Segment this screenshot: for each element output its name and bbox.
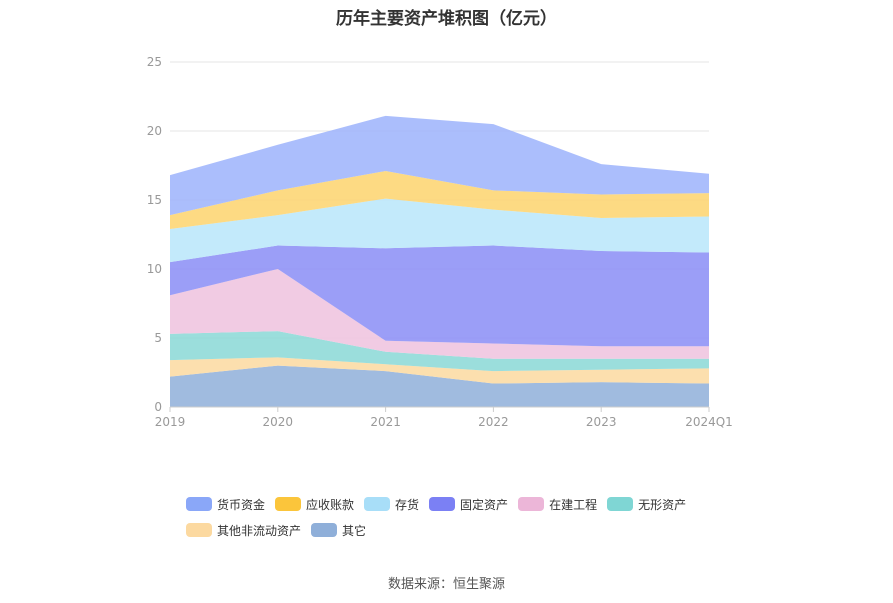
area-series-5 — [170, 198, 709, 263]
area-series-0 — [170, 365, 709, 407]
y-tick-label: 20 — [147, 124, 162, 138]
y-tick-label: 5 — [154, 331, 162, 345]
legend-swatch — [275, 497, 302, 511]
x-tick-label: 2024Q1 — [685, 415, 733, 429]
legend-swatch — [607, 497, 634, 511]
legend-label: 存货 — [395, 497, 420, 512]
area-series-7 — [170, 115, 709, 216]
legend-swatch — [186, 497, 212, 511]
area-series-2 — [170, 331, 709, 372]
legend-label: 应收账款 — [306, 497, 355, 512]
y-tick-label: 15 — [147, 193, 162, 207]
x-tick-label: 2023 — [586, 415, 617, 429]
legend-swatch — [364, 497, 391, 511]
legend-item[interactable]: 货币资金 — [186, 495, 265, 513]
x-tick-label: 2020 — [263, 415, 294, 429]
legend-swatch — [186, 523, 212, 537]
legend-item[interactable]: 固定资产 — [429, 495, 508, 513]
legend-label: 其他非流动资产 — [217, 523, 302, 538]
area-series-6 — [170, 171, 709, 229]
legend-label: 固定资产 — [460, 497, 509, 512]
legend-item[interactable]: 存货 — [364, 495, 419, 513]
legend-label: 无形资产 — [638, 497, 687, 512]
legend: 货币资金 应收账款 存货 固定资产 在建工程 无形资产其他非流动资产 其它 — [186, 495, 746, 547]
legend-item[interactable]: 在建工程 — [518, 495, 597, 513]
area-series-4 — [170, 245, 709, 347]
area-series-1 — [170, 357, 709, 384]
y-tick-label: 0 — [154, 400, 162, 414]
legend-label: 在建工程 — [549, 497, 598, 512]
y-tick-label: 10 — [147, 262, 162, 276]
area-series-3 — [170, 269, 709, 359]
area-layer — [170, 115, 709, 407]
legend-item[interactable]: 其他非流动资产 — [186, 521, 301, 539]
chart-title: 历年主要资产堆积图（亿元） — [336, 9, 557, 29]
data-source: 数据来源：恒生聚源 — [387, 577, 505, 592]
legend-item[interactable]: 无形资产 — [607, 495, 686, 513]
y-tick-label: 25 — [147, 55, 162, 69]
legend-swatch — [311, 523, 338, 537]
x-tick-label: 2021 — [370, 415, 401, 429]
legend-item[interactable]: 应收账款 — [275, 495, 354, 513]
legend-swatch — [429, 497, 456, 511]
axis-layer: 0 5 10 15 20 25 2019 2020 2021 2022 2023 2024Q1 — [147, 55, 733, 429]
legend-item[interactable]: 其它 — [311, 521, 366, 539]
legend-label: 货币资金 — [217, 497, 266, 512]
legend-swatch — [518, 497, 545, 511]
legend-label: 其它 — [342, 523, 367, 538]
x-tick-label: 2022 — [478, 415, 509, 429]
x-tick-label: 2019 — [155, 415, 186, 429]
